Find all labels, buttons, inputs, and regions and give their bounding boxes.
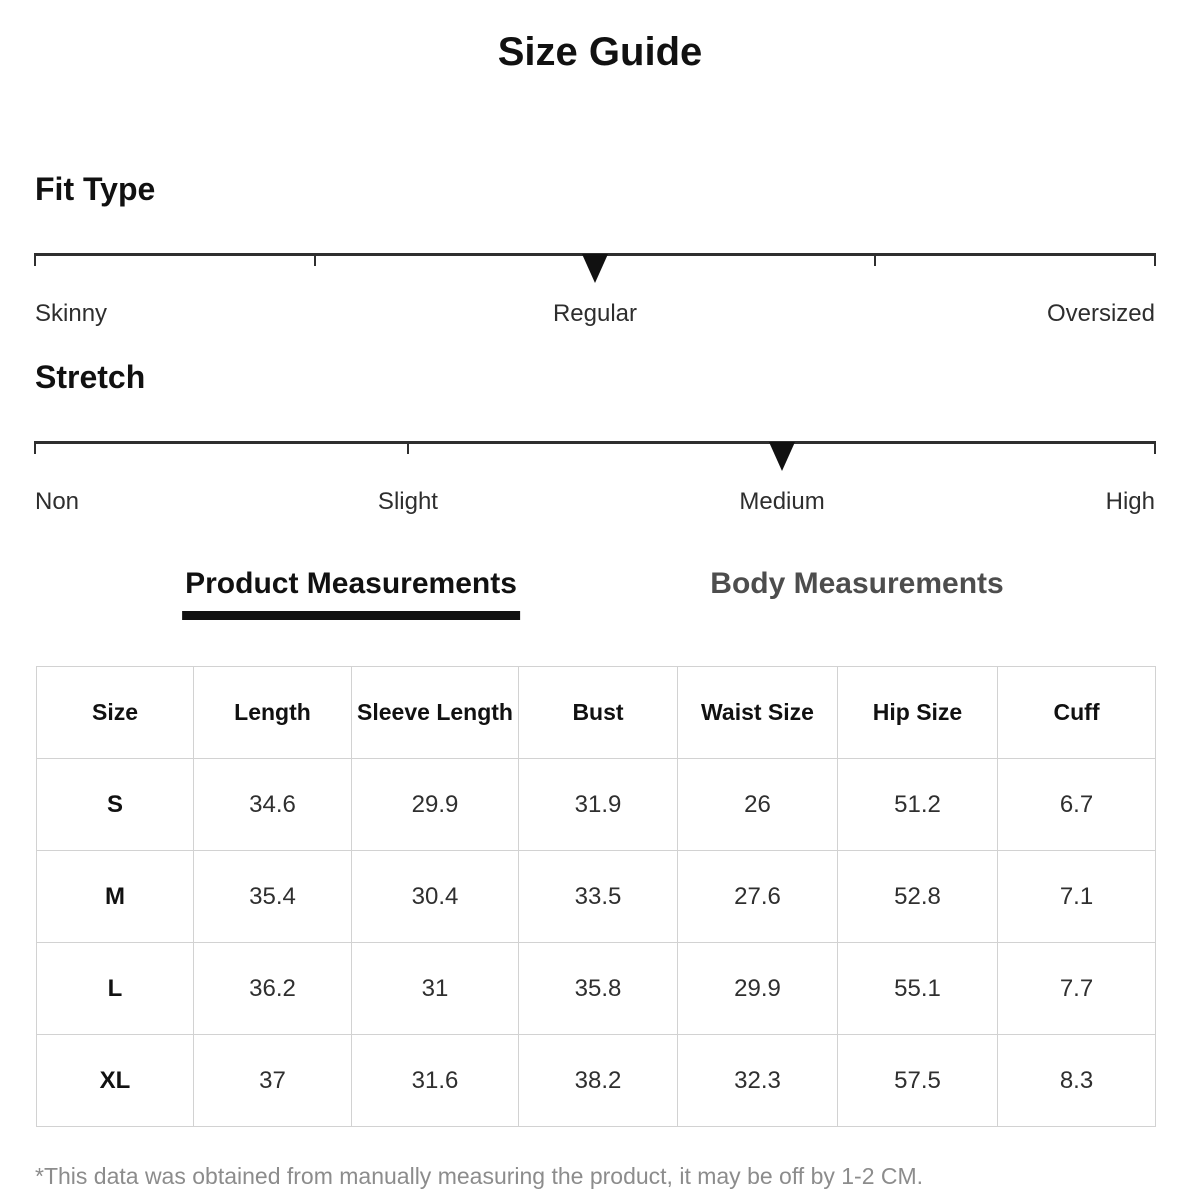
table-value-cell: 52.8 xyxy=(837,850,998,943)
page-title: Size Guide xyxy=(497,30,703,74)
table-value-cell: 7.7 xyxy=(997,942,1156,1035)
table-value-cell: 30.4 xyxy=(351,850,519,943)
stretch-slider-track xyxy=(34,441,1156,471)
active-tab-underline xyxy=(181,611,521,620)
table-value-cell: 57.5 xyxy=(837,1034,998,1127)
table-value-cell: 26 xyxy=(677,758,838,851)
table-value-cell: 31 xyxy=(351,942,519,1035)
table-row: S 34.6 29.9 31.9 26 51.2 6.7 xyxy=(36,758,1156,851)
stretch-slider-labels: Non Slight Medium High xyxy=(35,488,1155,518)
table-value-cell: 31.9 xyxy=(518,758,678,851)
tab-product-measurements[interactable]: Product Measurements xyxy=(181,566,521,620)
table-size-cell: L xyxy=(36,942,194,1035)
tab-product-measurements-label: Product Measurements xyxy=(185,567,517,600)
table-header-cell: Sleeve Length xyxy=(351,666,519,759)
measurement-tabs: Product Measurements Body Measurements xyxy=(0,566,1200,628)
scale-tick xyxy=(406,441,409,454)
scale-label: Slight xyxy=(377,488,438,515)
scale-label: Skinny xyxy=(35,300,108,327)
table-value-cell: 31.6 xyxy=(351,1034,519,1127)
measurement-table-body: S 34.6 29.9 31.9 26 51.2 6.7 M 35.4 30.4 33.5 27.6 5… xyxy=(36,758,1156,1127)
slider-marker-triangle-icon xyxy=(582,254,608,283)
fit-type-heading: Fit Type xyxy=(35,171,156,207)
scale-tick xyxy=(34,253,36,266)
table-value-cell: 38.2 xyxy=(518,1034,678,1127)
table-value-cell: 27.6 xyxy=(677,850,838,943)
table-row: L 36.2 31 35.8 29.9 55.1 7.7 xyxy=(36,942,1156,1035)
tab-body-measurements-label: Body Measurements xyxy=(710,567,1004,600)
table-size-cell: S xyxy=(36,758,194,851)
table-row: XL 37 31.6 38.2 32.3 57.5 8.3 xyxy=(36,1034,1156,1127)
table-value-cell: 7.1 xyxy=(997,850,1156,943)
footnote: *This data was obtained from manually me… xyxy=(35,1163,924,1189)
stretch-heading: Stretch xyxy=(35,359,146,395)
table-value-cell: 55.1 xyxy=(837,942,998,1035)
fit-type-slider-track xyxy=(34,253,1156,283)
table-value-cell: 51.2 xyxy=(837,758,998,851)
scale-tick xyxy=(1154,441,1156,454)
scale-tick xyxy=(34,441,36,454)
table-value-cell: 29.9 xyxy=(351,758,519,851)
table-value-cell: 36.2 xyxy=(193,942,352,1035)
scale-label: Medium xyxy=(739,488,825,515)
table-value-cell: 29.9 xyxy=(677,942,838,1035)
scale-label: Regular xyxy=(552,300,638,327)
scale-label: High xyxy=(1105,488,1155,515)
table-value-cell: 35.8 xyxy=(518,942,678,1035)
table-header-cell: Cuff xyxy=(997,666,1156,759)
table-header-cell: Hip Size xyxy=(837,666,998,759)
measurement-table: Size Length Sleeve Length Bust Waist Size Hip… xyxy=(36,666,1156,1127)
table-row: M 35.4 30.4 33.5 27.6 52.8 7.1 xyxy=(36,850,1156,943)
table-value-cell: 34.6 xyxy=(193,758,352,851)
scale-label: Non xyxy=(35,488,80,515)
table-value-cell: 33.5 xyxy=(518,850,678,943)
fit-type-slider: Skinny Regular Oversized xyxy=(34,253,1156,330)
scale-label: Oversized xyxy=(1046,300,1155,327)
scale-tick xyxy=(874,253,876,266)
slider-marker-triangle-icon xyxy=(769,442,796,471)
table-value-cell: 32.3 xyxy=(677,1034,838,1127)
table-header-cell: Waist Size xyxy=(677,666,838,759)
table-header-row: Size Length Sleeve Length Bust Waist Size Hip… xyxy=(36,666,1156,759)
tab-body-measurements[interactable]: Body Measurements xyxy=(710,566,1003,602)
scale-tick xyxy=(1154,253,1156,266)
fit-type-slider-labels: Skinny Regular Oversized xyxy=(35,300,1155,330)
table-header-cell: Length xyxy=(193,666,352,759)
stretch-slider: Non Slight Medium High xyxy=(34,441,1156,518)
table-header-cell: Bust xyxy=(518,666,678,759)
table-size-cell: M xyxy=(36,850,194,943)
table-value-cell: 8.3 xyxy=(997,1034,1156,1127)
table-value-cell: 37 xyxy=(193,1034,352,1127)
table-value-cell: 6.7 xyxy=(997,758,1156,851)
table-value-cell: 35.4 xyxy=(193,850,352,943)
table-header-cell: Size xyxy=(36,666,194,759)
scale-tick xyxy=(314,253,316,266)
table-size-cell: XL xyxy=(36,1034,194,1127)
measurement-table-head: Size Length Sleeve Length Bust Waist Size Hip… xyxy=(36,666,1156,759)
